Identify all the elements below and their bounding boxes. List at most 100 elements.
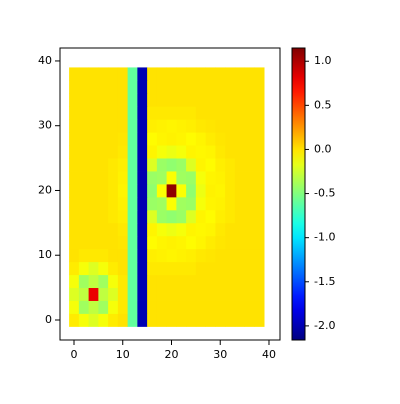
heat-cell [176, 196, 187, 211]
heat-cell [234, 235, 246, 250]
heat-cell [147, 196, 158, 211]
heat-cell [69, 261, 80, 276]
heat-cell [215, 183, 226, 198]
heat-cell [78, 261, 90, 276]
heat-cell [254, 67, 265, 81]
heat-cell [205, 235, 216, 250]
heat-cell [195, 248, 207, 263]
heat-cell [225, 248, 236, 263]
heat-cell [147, 222, 158, 237]
heat-cell [88, 80, 99, 94]
heat-cell [156, 274, 168, 289]
heat-cell [205, 132, 216, 146]
heat-cell [166, 209, 177, 224]
heat-cell [88, 287, 99, 301]
heat-cell [98, 287, 109, 301]
heat-cell [137, 248, 148, 263]
heat-cell [244, 209, 255, 224]
heat-cell [195, 300, 207, 314]
heat-cell [234, 222, 246, 237]
heat-cell [137, 67, 148, 81]
heat-cell [205, 80, 216, 94]
heat-cell [147, 171, 158, 185]
heat-cell [127, 235, 138, 250]
heat-cell [234, 300, 246, 314]
heat-cell [98, 158, 109, 172]
heat-cell [166, 119, 177, 133]
heat-cell [88, 274, 99, 289]
heat-cell [127, 132, 138, 146]
heat-cell [127, 106, 138, 120]
heat-cell [176, 171, 187, 185]
heat-cell [88, 158, 99, 172]
heat-cell [137, 171, 148, 185]
heat-cell [186, 119, 197, 133]
heat-cell [78, 313, 90, 327]
heat-cell [108, 106, 119, 120]
heat-cell [234, 313, 246, 327]
heat-cell [98, 274, 109, 289]
heat-cell [78, 222, 90, 237]
heat-cell [108, 287, 119, 301]
heat-cell [166, 222, 177, 237]
heat-cell [108, 145, 119, 159]
heat-cell [127, 209, 138, 224]
heat-cell [195, 171, 207, 185]
heat-cell [147, 119, 158, 133]
heat-cell [156, 67, 168, 81]
heat-cell [108, 209, 119, 224]
heat-cell [88, 119, 99, 133]
heat-cell [254, 287, 265, 301]
heat-cell [244, 171, 255, 185]
heat-cell [215, 313, 226, 327]
heat-cell [225, 287, 236, 301]
heat-cell [244, 119, 255, 133]
heat-cell [225, 67, 236, 81]
heat-cell [117, 171, 129, 185]
heat-cell [78, 235, 90, 250]
heat-cell [156, 261, 168, 276]
heat-cell [117, 313, 129, 327]
heat-cell [176, 67, 187, 81]
heat-cell [147, 248, 158, 263]
heat-cell [156, 93, 168, 107]
heat-cell [78, 80, 90, 94]
heat-cell [147, 209, 158, 224]
y-tick-label: 40 [38, 54, 52, 67]
heat-cell [78, 274, 90, 289]
heat-cell [137, 132, 148, 146]
heat-cell [147, 106, 158, 120]
heat-cell [166, 300, 177, 314]
heat-cell [127, 171, 138, 185]
heat-cell [69, 235, 80, 250]
heat-cell [69, 93, 80, 107]
heat-cell [166, 158, 177, 172]
heat-cell [176, 261, 187, 276]
heat-cell [244, 145, 255, 159]
heat-cell [98, 300, 109, 314]
heat-cell [176, 145, 187, 159]
heat-cell [176, 209, 187, 224]
heat-cell [78, 119, 90, 133]
heat-cell [166, 261, 177, 276]
heat-cell [78, 67, 90, 81]
heat-cell [205, 93, 216, 107]
heat-cell [195, 235, 207, 250]
heat-cell [156, 235, 168, 250]
heat-cell [225, 313, 236, 327]
heat-cell [215, 158, 226, 172]
heat-cell [127, 119, 138, 133]
heat-cell [186, 248, 197, 263]
heat-cell [156, 313, 168, 327]
heat-cell [88, 93, 99, 107]
heat-cell [166, 287, 177, 301]
heat-cell [244, 274, 255, 289]
heat-cell [117, 93, 129, 107]
heat-cell [69, 196, 80, 211]
heat-cell [88, 67, 99, 81]
heat-cell [98, 93, 109, 107]
heat-cell [156, 145, 168, 159]
heat-cell [127, 300, 138, 314]
heat-cell [205, 222, 216, 237]
heat-cell [98, 261, 109, 276]
